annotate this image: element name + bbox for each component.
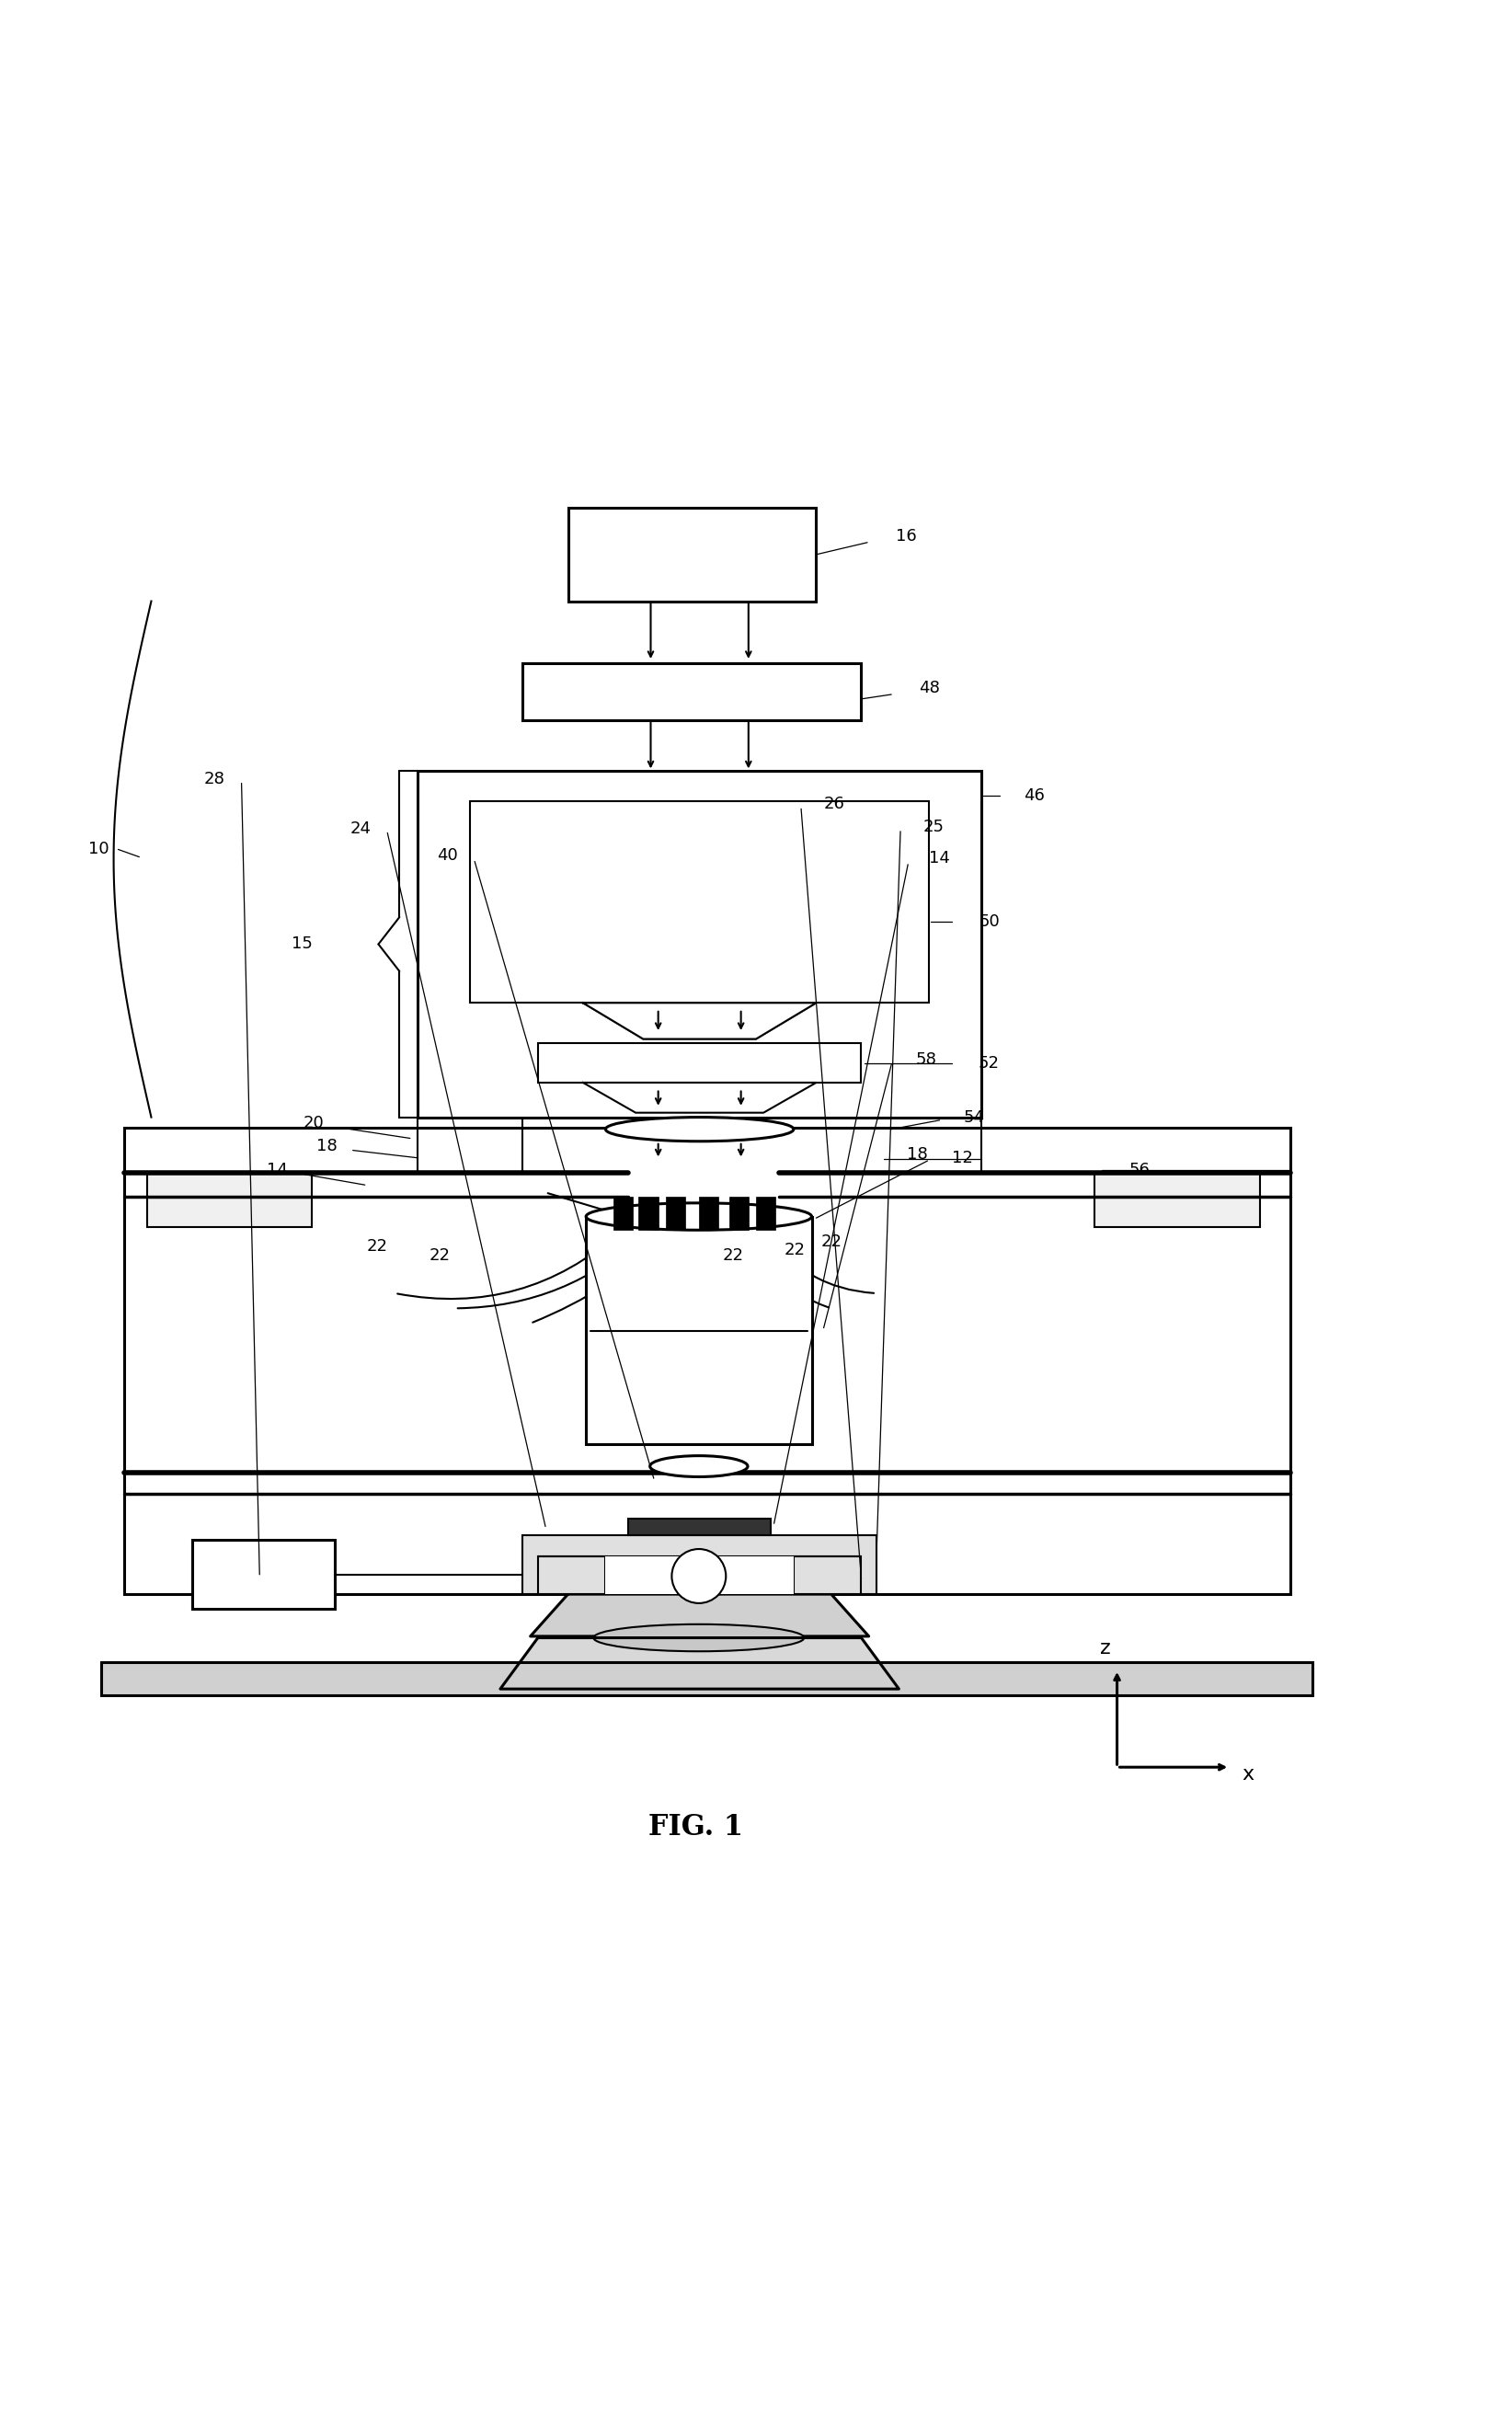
Bar — [523, 1535, 877, 1593]
Text: 56: 56 — [1129, 1162, 1151, 1179]
Text: 18: 18 — [318, 1138, 337, 1155]
Bar — [470, 801, 928, 1002]
Circle shape — [671, 1549, 726, 1603]
Text: 22: 22 — [366, 1237, 387, 1254]
Text: 22: 22 — [429, 1247, 451, 1264]
Bar — [417, 772, 981, 1116]
Bar — [1095, 1172, 1259, 1227]
Text: 14: 14 — [268, 1162, 289, 1179]
Bar — [612, 1196, 632, 1230]
Bar — [523, 663, 862, 719]
Ellipse shape — [650, 1455, 748, 1477]
Bar — [756, 1196, 776, 1230]
Text: 40: 40 — [437, 847, 458, 864]
Bar — [538, 1043, 862, 1082]
Bar — [587, 1215, 812, 1443]
Text: 54: 54 — [963, 1109, 984, 1126]
Ellipse shape — [587, 1203, 812, 1230]
Bar — [627, 1518, 771, 1535]
Ellipse shape — [594, 1624, 804, 1651]
Text: x: x — [1241, 1765, 1253, 1784]
Bar — [729, 1196, 748, 1230]
Text: 28: 28 — [204, 770, 225, 787]
Bar — [538, 1557, 606, 1593]
Ellipse shape — [606, 1116, 794, 1140]
Text: 52: 52 — [978, 1056, 999, 1073]
Text: 16: 16 — [897, 528, 916, 545]
Text: 48: 48 — [918, 680, 939, 697]
Bar — [124, 1128, 1290, 1593]
Bar — [638, 1196, 658, 1230]
Text: 22: 22 — [821, 1235, 842, 1249]
Text: FIG. 1: FIG. 1 — [649, 1813, 744, 1842]
Polygon shape — [584, 1002, 816, 1039]
Text: 50: 50 — [978, 913, 999, 930]
Bar — [192, 1540, 334, 1610]
Bar — [569, 508, 816, 600]
Text: 25: 25 — [922, 818, 943, 835]
Bar — [606, 1557, 794, 1593]
Text: 15: 15 — [292, 937, 311, 951]
Text: 12: 12 — [951, 1150, 972, 1167]
Text: 58: 58 — [915, 1051, 936, 1068]
Bar — [101, 1661, 1312, 1695]
Polygon shape — [531, 1593, 869, 1637]
Text: 10: 10 — [88, 840, 109, 857]
Bar — [665, 1196, 685, 1230]
Polygon shape — [500, 1637, 900, 1690]
Text: 18: 18 — [907, 1148, 927, 1162]
Text: 20: 20 — [304, 1116, 324, 1131]
Text: 14: 14 — [928, 850, 950, 867]
Text: 22: 22 — [723, 1247, 744, 1264]
Text: 46: 46 — [1024, 787, 1045, 804]
Text: z: z — [1099, 1639, 1110, 1658]
Polygon shape — [584, 1082, 816, 1114]
Text: 24: 24 — [349, 821, 370, 838]
Bar — [147, 1172, 311, 1227]
Text: 26: 26 — [824, 797, 845, 813]
Bar — [699, 1196, 718, 1230]
Text: 22: 22 — [785, 1242, 806, 1259]
Bar — [794, 1557, 862, 1593]
